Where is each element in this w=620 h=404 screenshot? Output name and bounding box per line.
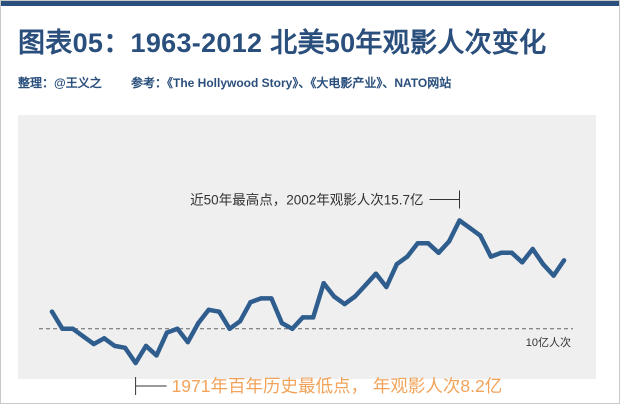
data-point-1980 <box>227 326 232 331</box>
data-point-1964 <box>60 326 65 331</box>
references-note: 参考：《The Hollywood Story》、《大电影产业》、NATO网站 <box>131 76 452 90</box>
data-point-1984 <box>269 296 274 301</box>
data-point-2003 <box>467 225 473 231</box>
data-point-1968 <box>102 336 107 341</box>
data-point-1976 <box>185 339 190 345</box>
data-point-1988 <box>311 315 316 320</box>
data-point-1973 <box>154 353 159 358</box>
data-point-2002 <box>457 218 462 223</box>
data-point-2007 <box>509 250 514 255</box>
data-point-1979 <box>217 309 222 314</box>
data-point-1991 <box>342 301 347 307</box>
data-point-1963 <box>49 309 55 314</box>
data-point-1978 <box>206 307 211 312</box>
data-point-1995 <box>384 284 389 290</box>
data-point-2001 <box>446 239 452 244</box>
data-point-1965 <box>70 326 76 331</box>
data-point-1982 <box>248 300 253 305</box>
data-point-1971 <box>133 360 138 366</box>
data-point-1987 <box>300 315 305 320</box>
data-point-1966 <box>81 334 86 339</box>
data-point-1981 <box>237 319 243 324</box>
series-line <box>49 218 567 366</box>
data-point-2004 <box>478 233 483 238</box>
data-point-1985 <box>279 320 285 326</box>
data-point-1989 <box>321 281 326 286</box>
annotation-high-text: 近50年最高点，2002年观影人次15.7亿 <box>190 192 423 208</box>
data-point-1967 <box>91 341 97 347</box>
data-point-1970 <box>122 345 128 350</box>
chart-panel <box>18 115 596 379</box>
data-point-1974 <box>164 330 170 335</box>
data-point-1993 <box>363 282 368 288</box>
data-point-1983 <box>258 296 264 301</box>
data-point-2010 <box>540 262 546 267</box>
annotation-high: 近50年最高点，2002年观影人次15.7亿 <box>190 190 461 209</box>
data-point-1975 <box>175 326 180 331</box>
data-point-1977 <box>196 320 201 326</box>
data-point-1972 <box>143 343 149 349</box>
data-point-1992 <box>352 294 358 299</box>
compiled-by-note: 整理：@王义之 <box>18 76 102 90</box>
data-point-1998 <box>415 241 420 246</box>
data-point-1999 <box>426 241 431 246</box>
data-point-2008 <box>520 260 525 265</box>
data-point-2009 <box>530 246 535 252</box>
data-point-2006 <box>499 250 504 255</box>
top-accent-bar <box>1 1 619 6</box>
data-point-1986 <box>290 326 295 331</box>
data-point-1994 <box>373 271 379 276</box>
data-point-2005 <box>488 254 494 259</box>
data-point-2000 <box>436 250 441 255</box>
data-points <box>49 218 567 366</box>
reference-line-label: 10亿人次 <box>526 335 571 349</box>
data-point-1990 <box>331 294 337 299</box>
page-title: 图表05：1963-2012 北美50年观影人次变化 <box>18 28 547 58</box>
annotation-low-text: 1971年百年历史最低点， 年观影人次8.2亿 <box>172 376 503 396</box>
data-point-1969 <box>112 343 117 349</box>
annotation-low: 1971年百年历史最低点， 年观影人次8.2亿 <box>135 376 503 396</box>
data-point-2012 <box>561 258 567 263</box>
data-point-1996 <box>394 262 399 267</box>
data-point-2011 <box>551 273 556 278</box>
data-point-1997 <box>405 254 410 259</box>
